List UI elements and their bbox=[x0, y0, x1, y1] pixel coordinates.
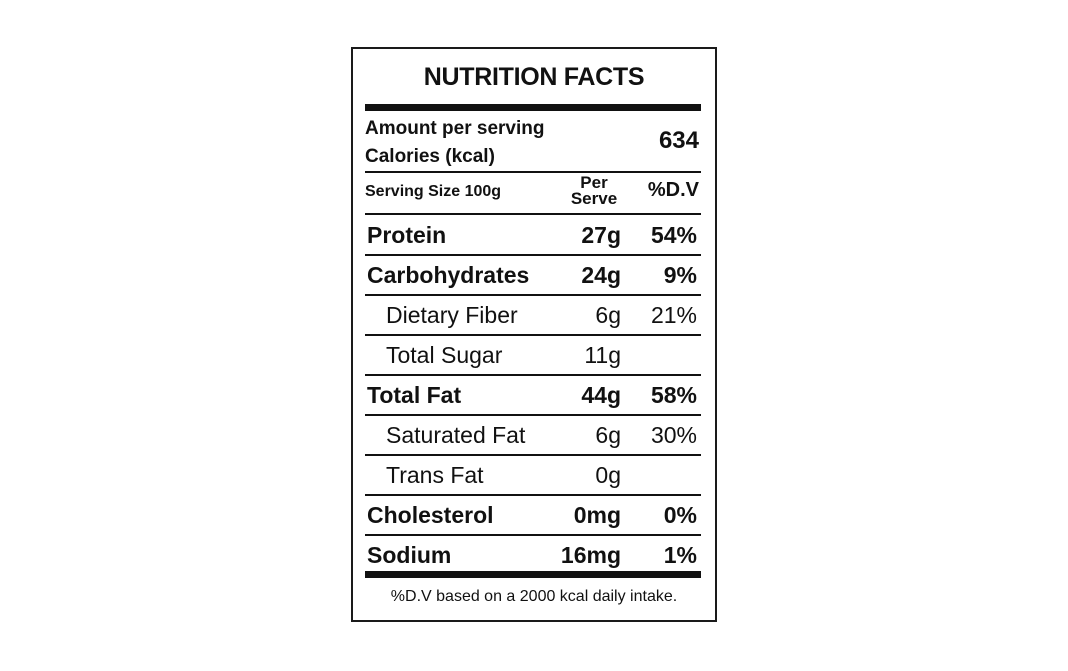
calories-label: Calories (kcal) bbox=[365, 146, 495, 167]
serving-size: Serving Size 100g bbox=[365, 183, 502, 200]
per-serve-line2: Serve bbox=[570, 189, 618, 208]
nutrient-name: Total Fat bbox=[367, 382, 462, 408]
nutrient-name: Saturated Fat bbox=[386, 422, 526, 448]
per-serve-header: Per Serve bbox=[561, 173, 627, 208]
nutrient-name: Carbohydrates bbox=[367, 262, 530, 288]
nutrient-row: Sodium 16mg 1% bbox=[365, 535, 701, 575]
label-title: NUTRITION FACTS bbox=[423, 63, 645, 91]
nutrient-amount: 11g bbox=[584, 342, 621, 368]
nutrient-name: Cholesterol bbox=[367, 502, 494, 528]
divider bbox=[365, 414, 701, 416]
nutrition-facts-label: NUTRITION FACTS Amount per serving Calor… bbox=[351, 47, 717, 622]
nutrient-row: Trans Fat 0g bbox=[365, 455, 701, 495]
nutrient-row: Cholesterol 0mg 0% bbox=[365, 495, 701, 535]
divider bbox=[365, 213, 701, 215]
nutrient-amount: 16mg bbox=[560, 542, 621, 568]
nutrient-row: Total Fat 44g 58% bbox=[365, 375, 701, 415]
nutrient-daily-value: 0% bbox=[663, 502, 697, 528]
divider bbox=[365, 294, 701, 296]
bottom-thick-divider bbox=[365, 571, 701, 578]
nutrient-amount: 27g bbox=[581, 222, 621, 248]
calories-value: 634 bbox=[658, 127, 699, 154]
nutrient-name: Dietary Fiber bbox=[386, 302, 518, 328]
nutrient-amount: 6g bbox=[595, 302, 621, 328]
amount-per-serving-block: Amount per serving Calories (kcal) bbox=[365, 115, 544, 171]
nutrient-row: Saturated Fat 6g 30% bbox=[365, 415, 701, 455]
nutrient-row: Carbohydrates 24g 9% bbox=[365, 255, 701, 295]
dv-header: %D.V bbox=[647, 179, 699, 201]
divider bbox=[365, 171, 701, 173]
nutrient-amount: 6g bbox=[595, 422, 621, 448]
divider bbox=[365, 334, 701, 336]
nutrient-name: Total Sugar bbox=[386, 342, 503, 368]
nutrient-row: Dietary Fiber 6g 21% bbox=[365, 295, 701, 335]
divider bbox=[365, 254, 701, 256]
nutrient-daily-value: 30% bbox=[650, 422, 697, 448]
nutrient-name: Protein bbox=[367, 222, 447, 248]
nutrient-row: Total Sugar 11g bbox=[365, 335, 701, 375]
nutrient-daily-value: 21% bbox=[650, 302, 697, 328]
daily-value-footnote: %D.V based on a 2000 kcal daily intake. bbox=[390, 588, 678, 605]
divider bbox=[365, 374, 701, 376]
divider bbox=[365, 454, 701, 456]
nutrient-row: Protein 27g 54% bbox=[365, 215, 701, 255]
amount-per-serving-text: Amount per serving bbox=[365, 118, 545, 139]
top-thick-divider bbox=[365, 104, 701, 111]
nutrient-daily-value: 1% bbox=[663, 542, 697, 568]
nutrient-amount: 0mg bbox=[573, 502, 621, 528]
nutrient-daily-value: 9% bbox=[663, 262, 697, 288]
divider bbox=[365, 494, 701, 496]
nutrient-name: Sodium bbox=[367, 542, 452, 568]
nutrient-name: Trans Fat bbox=[386, 462, 484, 488]
nutrient-amount: 0g bbox=[595, 462, 621, 488]
per-serve-line1: Per bbox=[580, 173, 608, 192]
nutrient-daily-value: 58% bbox=[650, 382, 697, 408]
nutrient-daily-value: 54% bbox=[650, 222, 697, 248]
nutrient-amount: 24g bbox=[581, 262, 621, 288]
divider bbox=[365, 534, 701, 536]
nutrient-amount: 44g bbox=[581, 382, 621, 408]
